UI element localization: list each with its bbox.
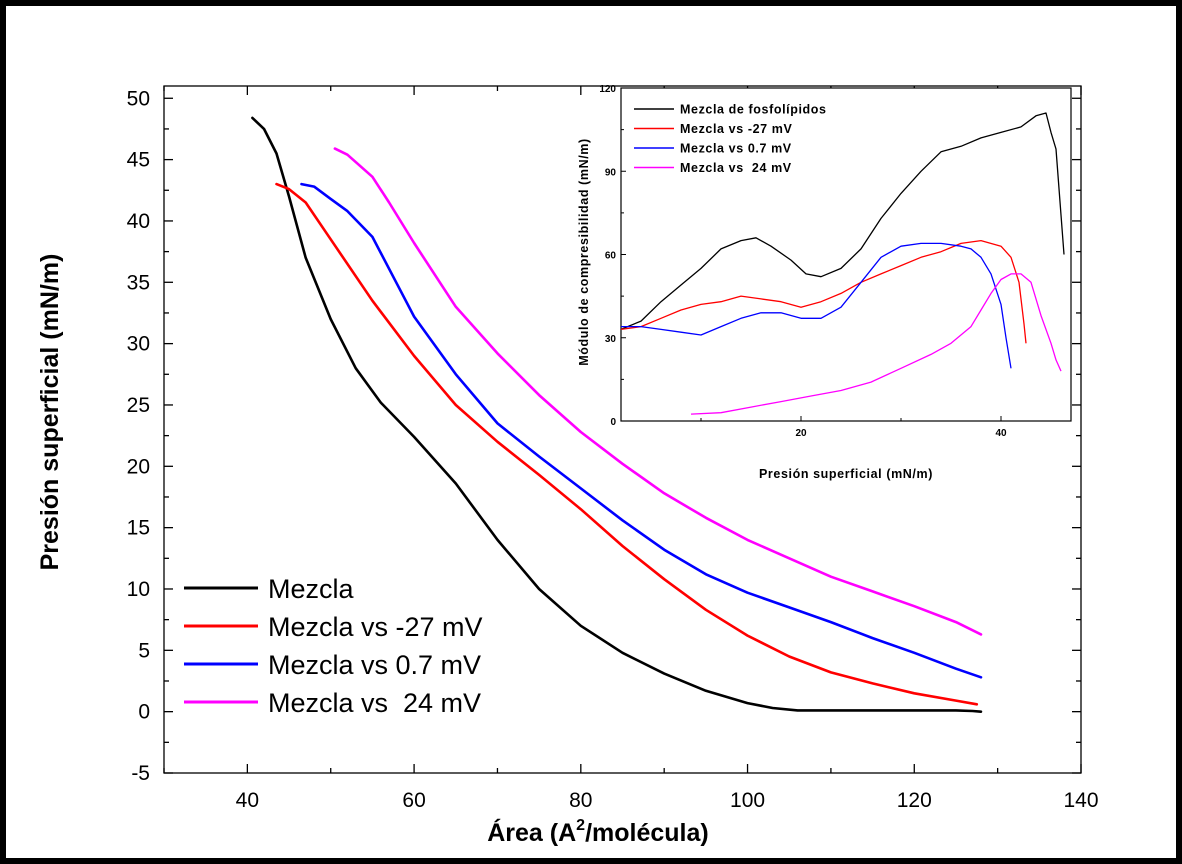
inset-legend-label-mezcla-vs-27-mv: Mezcla vs -27 mV [680,122,792,136]
main-series-group [251,116,983,714]
main-legend-label-mezcla: Mezcla [268,574,355,604]
main-x-tick-label: 100 [730,789,765,812]
inset-y-tick-label: 90 [605,167,617,178]
main-x-tick-label: 60 [402,789,425,812]
inset-legend-label-mezcla-vs-24-mv: Mezcla vs 24 mV [680,161,792,175]
inset-series-line-mezcla-vs-0-7-mv [621,242,1012,369]
main-y-tick-label: 10 [127,578,150,601]
main-tick-labels: 40 60 80 100 120 140 -5 0 5 10 15 20 25 30 35 40 45 50 [127,87,1099,812]
main-plot-frame [163,85,1082,774]
main-legend-label-mezcla-vs-27-mv: Mezcla vs -27 mV [268,612,483,642]
main-x-axis-title-superscript: 2 [576,817,585,834]
inset-y-tick-label: 60 [605,251,617,262]
main-x-tick-label: 80 [569,789,592,812]
inset-axes [620,87,1072,422]
inset-plot-frame [620,87,1072,422]
main-y-tick-label: 30 [127,333,150,356]
main-series-line-mezcla [251,116,983,714]
main-x-tick-label: 140 [1063,789,1098,812]
inset-y-tick-label: 120 [599,84,616,95]
main-y-tick-label: -5 [131,762,150,785]
main-legend: Mezcla Mezcla vs -27 mV Mezcla vs 0.7 mV Me… [184,574,483,718]
inset-x-axis-title: Presión superficial (mN/m) [759,467,933,481]
main-x-axis-title-text: Área (A [487,818,576,847]
main-y-tick-label: 5 [138,639,150,662]
main-y-axis-title: Presión superficial (mN/m) [36,254,64,571]
inset-legend-label-mezcla-vs-0-7-mv: Mezcla vs 0.7 mV [680,142,792,156]
main-y-tick-label: 20 [127,455,150,478]
main-y-tick-label: 35 [127,271,150,294]
inset-series-line-mezcla-vs-27-mv [620,239,1027,344]
main-y-tick-label: 15 [127,517,150,540]
inset-x-tick-label: 40 [995,428,1007,439]
inset-tick-labels: 20 40 0 30 60 90 120 [599,84,1007,439]
main-series-line-mezcla-vs-24-mv [333,147,983,636]
main-x-axis-title-suffix: /molécula) [585,819,709,847]
main-x-tick-label: 40 [236,789,259,812]
main-y-tick-label: 25 [127,394,150,417]
main-x-tick-label: 120 [897,789,932,812]
main-x-axis-title: Área (A2/molécula) [487,817,708,847]
main-y-tick-label: 45 [127,149,150,172]
inset-series-group [620,112,1065,415]
main-series-line-mezcla-vs-0-7-mv [300,182,983,679]
inset-legend-label-mezcla-de-fosfol-pidos: Mezcla de fosfolípidos [680,103,827,117]
inset-y-tick-label: 0 [610,417,616,428]
main-y-tick-label: 0 [138,701,150,724]
inset-series-line-mezcla-vs-24-mv [690,273,1062,415]
inset-series-line-mezcla-de-fosfol-pidos [620,112,1065,331]
inset-x-tick-label: 20 [795,428,807,439]
inset-legend: Mezcla de fosfolípidos Mezcla vs -27 mV Me… [634,103,827,175]
main-legend-label-mezcla-vs-0-7-mv: Mezcla vs 0.7 mV [268,650,481,680]
main-legend-label-mezcla-vs-24-mv: Mezcla vs 24 mV [268,688,481,718]
inset-y-tick-label: 30 [605,334,617,345]
main-y-tick-label: 40 [127,210,150,233]
inset-y-axis-title: Módulo de compresibilidad (mN/m) [577,138,591,366]
main-series-line-mezcla-vs-27-mv [275,182,979,706]
main-y-tick-label: 50 [127,87,150,110]
